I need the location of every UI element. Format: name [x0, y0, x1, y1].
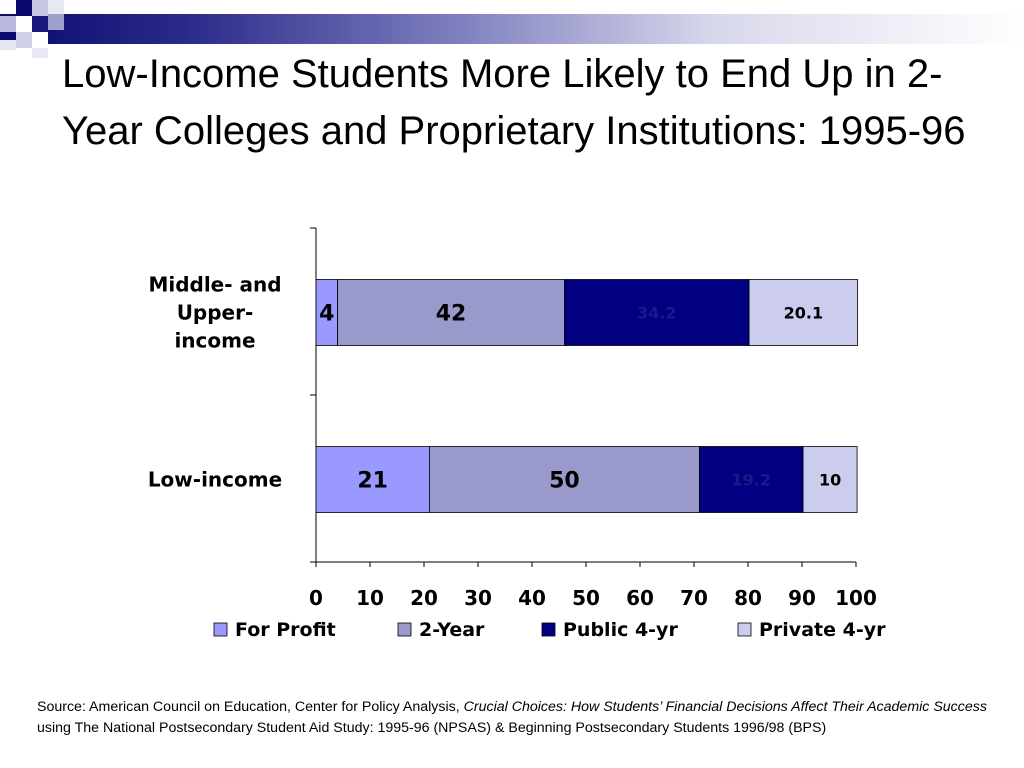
legend-swatch: [737, 622, 752, 637]
data-label: 10: [819, 470, 841, 489]
stacked-bar-chart: 0 10 20 30 40 50 60 70 80 90 100 Middle- and Upper-…: [148, 227, 886, 641]
x-tick-label: 50: [572, 586, 600, 610]
x-tick-label: 0: [309, 586, 323, 610]
data-label: 42: [436, 301, 467, 326]
data-label: 19.2: [731, 470, 770, 489]
chart-labels: Middle- and Upper-income Low-income 4 42 34.2…: [148, 273, 841, 494]
data-label: 4: [319, 301, 334, 326]
legend-label: For Profit: [235, 619, 336, 641]
source-suffix: using The National Postsecondary Student…: [37, 720, 827, 736]
data-label: 34.2: [637, 303, 676, 322]
bar-segment: [428, 446, 700, 513]
chart-legend: For Profit 2-Year Public 4-yr Private 4-yr: [213, 619, 886, 641]
data-label: 20.1: [784, 303, 823, 322]
data-label: 21: [357, 468, 388, 493]
legend-swatch: [541, 622, 556, 637]
x-tick-label: 90: [788, 586, 816, 610]
x-tick-label: 60: [626, 586, 654, 610]
x-tick-label: 100: [835, 586, 877, 610]
source-title: Crucial Choices: How Students’ Financial…: [463, 699, 987, 715]
x-tick-label: 30: [464, 586, 492, 610]
category-label-line: Upper-: [177, 301, 254, 325]
source-citation: Source: American Council on Education, C…: [37, 697, 987, 739]
x-tick-label: 80: [734, 586, 762, 610]
bar-segment: [748, 279, 859, 346]
legend-label: Public 4-yr: [563, 619, 678, 641]
category-label: Middle- and Upper-income: [148, 273, 281, 353]
chart-bars: [315, 279, 859, 513]
x-tick-label: 10: [356, 586, 384, 610]
category-label-line: income: [174, 329, 255, 353]
x-tick-label: 70: [680, 586, 708, 610]
legend-label: Private 4-yr: [759, 619, 886, 641]
bar-segment: [802, 446, 858, 513]
legend-label: 2-Year: [419, 619, 485, 641]
slide-header-bar: [0, 14, 1024, 44]
category-label-line: Low-income: [148, 468, 282, 492]
category-label-line: Middle- and: [148, 273, 281, 297]
legend-swatch: [397, 622, 412, 637]
chart-axes: 0 10 20 30 40 50 60 70 80 90 100: [309, 227, 877, 610]
bar-segment: [315, 446, 430, 513]
bar-segment: [564, 279, 750, 346]
bar-segment: [337, 279, 565, 346]
data-label: 50: [549, 468, 580, 493]
legend-swatch: [213, 622, 228, 637]
category-label: Low-income: [148, 468, 282, 492]
source-prefix: Source: American Council on Education, C…: [37, 699, 460, 715]
x-tick-label: 40: [518, 586, 546, 610]
slide-title: Low-Income Students More Likely to End U…: [62, 52, 966, 153]
x-tick-label: 20: [410, 586, 438, 610]
